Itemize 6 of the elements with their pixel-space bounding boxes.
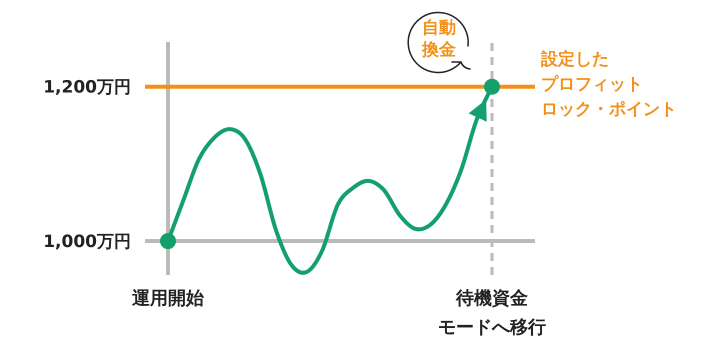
ref-line-label: 設定したプロフィットロック・ポイント (540, 50, 677, 120)
y-tick-label: 1,000万円 (43, 232, 131, 252)
y-tick-label: 1,200万円 (43, 78, 131, 98)
x-tick-label: 運用開始 (131, 288, 205, 309)
annotation: 自動換金 (421, 18, 456, 60)
x-tick-label: 待機資金モードへ移行 (438, 288, 546, 338)
